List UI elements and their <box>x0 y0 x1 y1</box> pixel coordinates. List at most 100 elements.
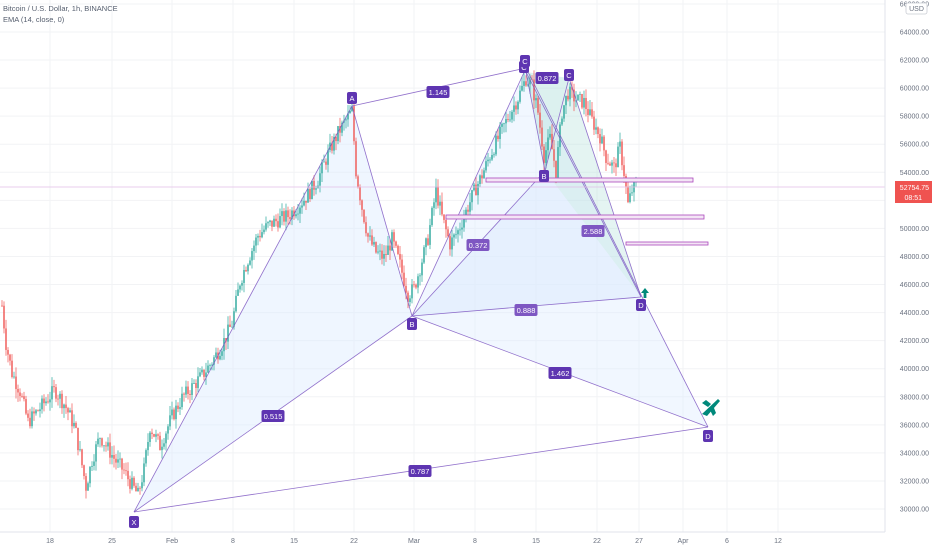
candle-body <box>235 295 237 312</box>
candle-body <box>495 135 497 155</box>
candle-body <box>231 326 233 328</box>
candle-body <box>507 119 509 120</box>
ratio-label-box <box>261 410 285 422</box>
small-point-c: C <box>566 71 572 80</box>
candle-body <box>273 218 275 227</box>
candle-body <box>309 189 311 200</box>
candle-body <box>9 354 11 361</box>
candle-body <box>523 81 525 86</box>
candle-body <box>179 407 181 409</box>
candle-body <box>77 427 79 451</box>
small-point-box <box>539 170 549 182</box>
time-axis[interactable]: 18 25 Feb 8 15 22 Mar 8 15 22 27 Apr 6 12 <box>0 531 885 545</box>
candle-body <box>587 109 589 115</box>
candle-body <box>133 477 135 486</box>
candle-body <box>171 409 173 416</box>
time-tick: 18 <box>46 538 54 545</box>
up-arrow-icon <box>641 288 649 298</box>
candle-body <box>409 298 411 303</box>
candle-body <box>475 184 477 196</box>
candle-body <box>325 161 327 165</box>
candle-body <box>247 264 249 272</box>
candle-body <box>299 207 301 214</box>
candle-body <box>453 234 455 238</box>
small-point-box <box>564 69 574 81</box>
candle-body <box>61 393 63 409</box>
candle-body <box>483 170 485 179</box>
candle-body <box>201 369 203 373</box>
candle-body <box>527 84 529 86</box>
candle-body <box>517 101 519 110</box>
small-bcd-fill <box>545 78 641 297</box>
time-tick: Mar <box>408 538 421 545</box>
candle-body <box>135 485 137 492</box>
candle-body <box>263 229 265 233</box>
candle-body <box>435 186 437 203</box>
price-zones <box>0 177 885 246</box>
candle-body <box>307 189 309 203</box>
candle-body <box>451 237 453 250</box>
candle-body <box>577 94 579 101</box>
candle-body <box>253 245 255 252</box>
candle-body <box>249 260 251 265</box>
candle-body <box>569 86 571 100</box>
candle-body <box>465 209 467 218</box>
price-tick: 54000.00 <box>900 170 929 177</box>
candle-body <box>143 463 145 483</box>
candle-body <box>177 405 179 409</box>
price-tick: 36000.00 <box>900 422 929 429</box>
candle-body <box>455 234 457 236</box>
candle-body <box>553 149 555 161</box>
candle-body <box>563 105 565 119</box>
candle-body <box>123 469 125 471</box>
candle-body <box>411 284 413 299</box>
ratio-label-box <box>548 367 572 379</box>
candle-body <box>565 95 567 106</box>
ratio-label-0.515: 0.515 <box>264 412 283 421</box>
candle-body <box>127 470 129 480</box>
price-zone-3 <box>625 241 709 246</box>
time-tick: Feb <box>166 538 178 545</box>
candle-body <box>39 409 41 412</box>
candle-body <box>529 79 531 85</box>
pattern-points: X A B C D C B C D <box>129 55 713 528</box>
candle-body <box>269 220 271 223</box>
candle-body <box>115 458 117 463</box>
candle-body <box>609 163 611 166</box>
candle-body <box>315 188 317 190</box>
candle-body <box>345 119 347 121</box>
candle-body <box>463 217 465 228</box>
pattern-fills <box>134 68 708 512</box>
candle-body <box>525 81 527 86</box>
ratio-label-box <box>581 225 605 237</box>
candle-body <box>443 214 445 220</box>
candle-body <box>323 161 325 163</box>
small-bd-fill <box>412 171 641 316</box>
candle-body <box>405 285 407 293</box>
candle-body <box>585 97 587 110</box>
candle-body <box>439 201 441 206</box>
small-leg-cd-long <box>525 71 642 298</box>
candle-body <box>265 223 267 230</box>
candle-body <box>121 458 123 470</box>
time-tick: 12 <box>774 538 782 545</box>
candle-body <box>607 162 609 164</box>
candle-body <box>109 442 111 458</box>
candle-body <box>469 202 471 212</box>
candle-body <box>493 154 495 156</box>
candle-body <box>611 162 613 166</box>
candle-body <box>481 175 483 179</box>
candle-body <box>567 95 569 100</box>
ratio-label-0.372: 0.372 <box>469 241 488 250</box>
candle-body <box>149 432 151 443</box>
candle-body <box>85 476 87 491</box>
indicator-label: EMA (14, close, 0) <box>3 15 65 24</box>
candle-body <box>445 219 447 230</box>
candle-body <box>357 176 359 188</box>
price-axis[interactable]: 66000.0064000.0062000.0060000.0058000.00… <box>884 0 932 532</box>
candle-body <box>211 364 213 366</box>
candle-body <box>355 141 357 177</box>
time-tick: 25 <box>108 538 116 545</box>
candle-body <box>17 388 19 393</box>
